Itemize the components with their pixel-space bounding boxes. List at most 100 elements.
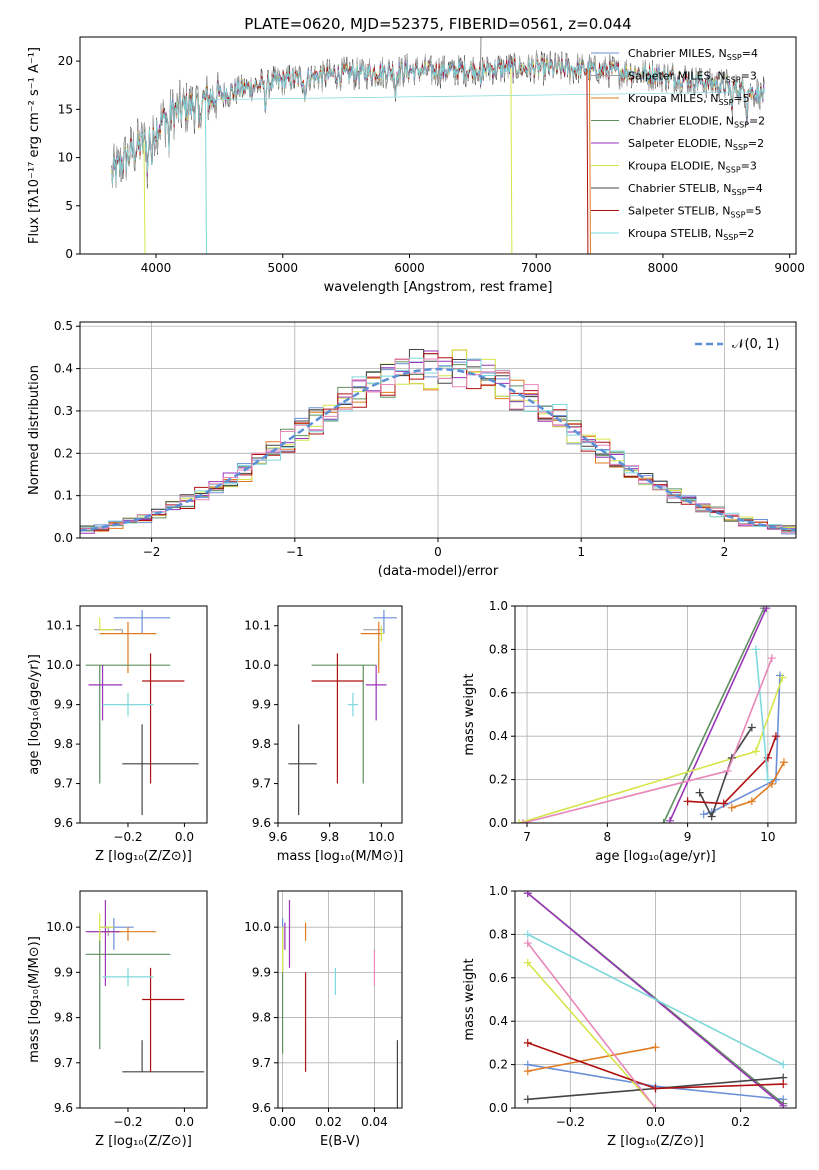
panel-age_vs_mass: 9.6 9.8 10.0 9.6 9.7 9.8 9.9 10.0 10.1 mass [log₁… xyxy=(244,605,403,864)
y-tick-label: 9.9 xyxy=(54,698,73,712)
y-tick-label: 9.6 xyxy=(252,816,271,830)
weight-series-kroupa_miles xyxy=(527,1046,656,1072)
panel-mass_vs_EBV: 0.00 0.02 0.04 9.6 9.7 9.8 9.9 10.0 E(B-V) xyxy=(244,890,403,1149)
y-tick-label: 0.2 xyxy=(54,446,73,460)
spectrum-glitch xyxy=(204,100,207,254)
y-tick-label: 9.6 xyxy=(54,816,73,830)
weight-marker xyxy=(519,819,528,823)
y-axis-label: Normed distribution xyxy=(27,365,42,495)
x-axis-label: age [log₁₀(age/yr)] xyxy=(595,849,716,864)
x-axis-label: wavelength [Angstrom, rest frame] xyxy=(324,280,553,295)
y-tick-label: 0.0 xyxy=(489,1101,508,1115)
weight-series-chabrier_elodie xyxy=(662,607,765,823)
x-tick-label: 10.0 xyxy=(368,830,395,844)
spectrum-series-salpeter_miles xyxy=(111,49,765,189)
x-axis-label: E(B-V) xyxy=(320,1134,360,1149)
y-tick-label: 0 xyxy=(65,247,73,261)
legend-text: Salpeter ELODIE, N xyxy=(628,137,733,150)
weight-marker xyxy=(779,1101,788,1108)
weight-series-pink xyxy=(522,657,773,823)
x-axis-label: (data-model)/error xyxy=(378,564,499,579)
spectrum-emission-line xyxy=(479,37,482,71)
legend-tail: =5 xyxy=(733,92,749,105)
axes-frame xyxy=(79,321,797,539)
weight-series-salpeter_stelib xyxy=(687,735,777,805)
legend-entry: Chabrier STELIB, NSSP=4 xyxy=(628,182,763,197)
legend-text: Chabrier STELIB, N xyxy=(628,182,732,195)
x-tick-label: 0 xyxy=(434,545,442,559)
plot-area xyxy=(85,609,199,816)
panel-weight_vs_Z: −0.2 0.0 0.2 0.0 0.2 0.4 0.6 0.8 1.0 Z [log₁₀(Z/Z… xyxy=(462,884,797,1149)
errorbar-salpeter_elodie xyxy=(365,665,387,721)
weight-marker xyxy=(523,939,532,948)
x-tick-label: −2 xyxy=(143,545,161,559)
axes-frame xyxy=(514,605,797,824)
weight-marker xyxy=(747,797,756,806)
weight-marker xyxy=(762,606,771,613)
y-tick-label: 0.0 xyxy=(489,816,508,830)
y-tick-label: 9.8 xyxy=(252,737,271,751)
y-tick-label: 9.7 xyxy=(54,1056,73,1070)
weight-marker xyxy=(523,891,532,898)
plot-area xyxy=(523,891,788,1108)
axes-frame xyxy=(79,890,208,1109)
spectrum-glitch xyxy=(588,69,591,254)
x-tick-label: −0.2 xyxy=(113,1115,142,1129)
weight-marker xyxy=(665,816,674,823)
errorbar-salpeter_stelib xyxy=(142,967,185,1072)
y-tick-label: 0.5 xyxy=(54,319,73,333)
errorbar-salpeter_stelib xyxy=(142,653,185,784)
x-tick-label: 7000 xyxy=(521,261,552,275)
panel-weight_vs_age: 7 8 9 10 0.0 0.2 0.4 0.6 0.8 1.0 age [log₁₀(age/yr… xyxy=(462,599,797,864)
weight-marker xyxy=(751,747,760,756)
errorbar-kroupa_stelib xyxy=(102,967,154,986)
x-tick-label: 0.04 xyxy=(361,1115,388,1129)
x-tick-label: 0.02 xyxy=(315,1115,342,1129)
gaussian-curve xyxy=(80,367,796,532)
y-tick-label: 9.9 xyxy=(252,698,271,712)
y-tick-label: 9.8 xyxy=(54,1011,73,1025)
axes-frame xyxy=(79,36,797,255)
weight-marker xyxy=(778,673,787,682)
weight-marker xyxy=(683,797,692,806)
legend-text: Kroupa ELODIE, N xyxy=(628,160,726,173)
y-tick-label: 0.2 xyxy=(489,1058,508,1072)
y-tick-label: 1.0 xyxy=(489,599,508,613)
weight-series-kroupa_elodie xyxy=(527,962,657,1108)
errorbar-chabrier_elodie xyxy=(85,931,171,1050)
legend-subscript: SSP xyxy=(734,121,749,130)
weight-marker xyxy=(659,819,668,823)
spectrum-glitch xyxy=(510,68,513,254)
legend-text: Chabrier MILES, N xyxy=(628,47,727,60)
legend-subscript: SSP xyxy=(730,211,745,220)
y-tick-label: 10 xyxy=(58,151,73,165)
y-tick-label: 1.0 xyxy=(489,884,508,898)
legend-tail: =2 xyxy=(749,115,765,128)
x-axis-label: Z [log₁₀(Z/Z⊙)] xyxy=(95,1134,192,1149)
weight-marker xyxy=(779,1060,788,1069)
legend-entry: Kroupa MILES, NSSP=5 xyxy=(628,92,750,107)
weight-marker xyxy=(651,1084,660,1093)
weight-marker xyxy=(523,930,532,939)
y-tick-label: 10.0 xyxy=(244,920,271,934)
weight-series-kroupa_miles xyxy=(731,761,785,809)
x-tick-label: 0.0 xyxy=(175,830,194,844)
legend-entry: 𝒩(0, 1) xyxy=(732,337,779,352)
y-axis-label: mass weight xyxy=(462,958,477,1040)
errorbar-kroupa_miles xyxy=(360,621,382,674)
spectrum-series-kroupa_stelib xyxy=(111,59,765,185)
x-tick-label: 9000 xyxy=(774,261,805,275)
weight-marker xyxy=(695,788,704,797)
histogram-pink xyxy=(80,358,796,538)
weight-marker xyxy=(515,819,524,823)
weight-series-pink xyxy=(527,942,657,1108)
weight-series-kroupa_elodie xyxy=(518,677,784,823)
y-tick-label: 0.4 xyxy=(489,729,508,743)
y-tick-label: 0.4 xyxy=(489,1014,508,1028)
x-axis-label: Z [log₁₀(Z/Z⊙)] xyxy=(95,849,192,864)
x-tick-label: 0.0 xyxy=(646,1115,665,1129)
x-tick-label: 0.0 xyxy=(175,1115,194,1129)
y-tick-label: 9.9 xyxy=(252,965,271,979)
